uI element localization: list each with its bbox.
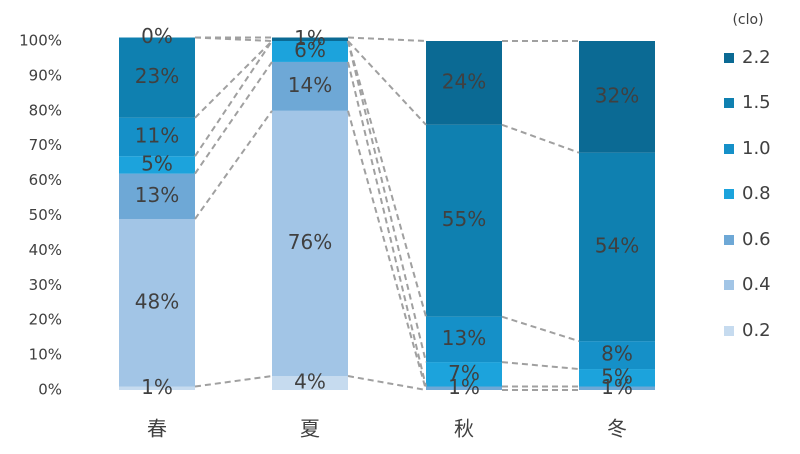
y-tick-label: 80%	[29, 101, 62, 119]
legend-label: 1.5	[742, 92, 771, 113]
bar-segment	[579, 369, 655, 387]
bar-segment	[272, 41, 348, 62]
legend-swatch	[724, 235, 734, 245]
series-line	[347, 36, 427, 42]
y-tick-label: 30%	[29, 276, 62, 294]
bar-segment	[272, 61, 348, 111]
legend-label: 0.6	[742, 229, 771, 250]
bar-segment	[426, 386, 502, 390]
data-label: 13%	[442, 326, 486, 350]
series-line	[347, 40, 427, 363]
series-line	[501, 361, 580, 371]
data-label: 5%	[141, 151, 173, 175]
bar-segment	[119, 37, 195, 118]
bars	[119, 37, 655, 390]
data-label: 4%	[294, 370, 326, 394]
data-label: 48%	[135, 289, 179, 313]
data-label: 32%	[595, 83, 639, 107]
legend-swatch	[724, 189, 734, 199]
data-label: 5%	[601, 364, 633, 388]
bar-segment	[272, 37, 348, 41]
series-line	[501, 315, 580, 343]
bar-segment	[272, 376, 348, 390]
bar-segment	[579, 41, 655, 153]
data-label: 23%	[135, 64, 179, 88]
data-label: 14%	[288, 73, 332, 97]
bar-segment	[579, 386, 655, 390]
bar-segment	[579, 152, 655, 342]
series-line	[194, 40, 273, 157]
data-label: 24%	[442, 69, 486, 93]
series-line	[347, 40, 427, 126]
bar-segment	[119, 386, 195, 390]
data-label: 7%	[448, 361, 480, 385]
data-label: 6%	[294, 38, 326, 62]
legend-label: 0.4	[742, 274, 771, 295]
series-line	[194, 110, 273, 220]
legend-label: 2.2	[742, 47, 771, 68]
bar-segment	[426, 362, 502, 387]
data-label: 55%	[442, 207, 486, 231]
series-line	[194, 375, 273, 388]
legend-swatch	[724, 144, 734, 154]
bar-segment	[272, 110, 348, 377]
y-tick-label: 10%	[29, 346, 62, 364]
legend-label: 0.8	[742, 183, 771, 204]
y-tick-label: 90%	[29, 66, 62, 84]
data-label: 1%	[601, 375, 633, 399]
y-tick-label: 50%	[29, 206, 62, 224]
data-label: 13%	[135, 183, 179, 207]
series-line	[501, 123, 580, 154]
data-label: 8%	[601, 342, 633, 366]
bar-segment	[579, 341, 655, 370]
x-tick-label: 春	[147, 417, 167, 441]
y-tick-label: 70%	[29, 136, 62, 154]
data-label: 1%	[448, 375, 480, 399]
y-tick-label: 100%	[19, 32, 62, 50]
legend-swatch	[724, 98, 734, 108]
bar-segment	[119, 218, 195, 387]
data-label: 1%	[141, 375, 173, 399]
series-line	[347, 40, 427, 317]
x-tick-label: 夏	[300, 417, 320, 441]
y-tick-label: 40%	[29, 241, 62, 259]
data-label: 11%	[135, 123, 179, 147]
bar-segment	[426, 316, 502, 363]
series-line	[347, 110, 427, 391]
series-lines	[194, 36, 580, 391]
bar-segment	[119, 156, 195, 174]
bar-segment	[426, 41, 502, 125]
legend-swatch	[724, 326, 734, 336]
legend-label: 0.2	[742, 320, 771, 341]
legend-swatch	[724, 53, 734, 63]
legend-title: (clo)	[732, 12, 763, 28]
legend-swatch	[724, 280, 734, 290]
y-tick-label: 20%	[29, 311, 62, 329]
bar-segment	[119, 173, 195, 219]
series-line	[194, 40, 273, 119]
x-tick-label: 秋	[454, 417, 474, 441]
series-line	[347, 61, 427, 387]
y-tick-label: 60%	[29, 171, 62, 189]
data-label: 54%	[595, 233, 639, 257]
series-line	[347, 375, 427, 391]
bar-segment	[119, 117, 195, 157]
data-label: 0%	[141, 24, 173, 48]
data-label: 1%	[294, 26, 326, 50]
legend-label: 1.0	[742, 138, 771, 159]
series-line	[194, 61, 273, 175]
y-tick-label: 0%	[38, 381, 62, 399]
labels: 1%48%13%5%11%23%0%4%76%14%6%1%1%7%13%55%…	[135, 24, 639, 399]
bar-segment	[426, 124, 502, 317]
data-label: 76%	[288, 230, 332, 254]
x-tick-label: 冬	[607, 417, 627, 441]
